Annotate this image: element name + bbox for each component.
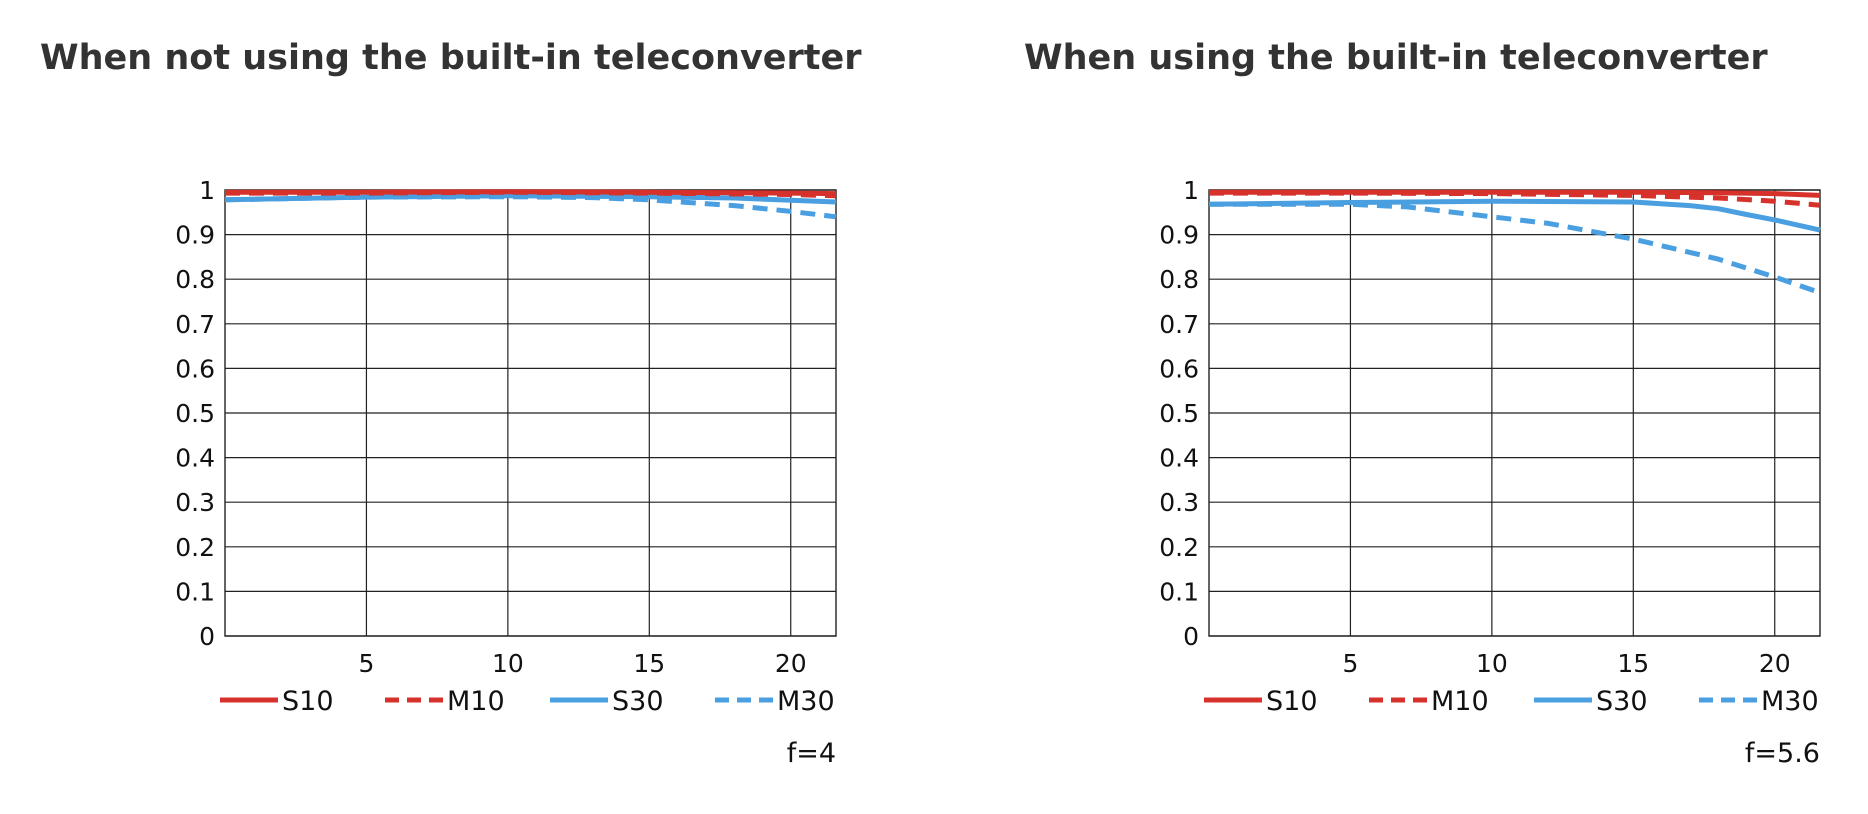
y-tick-label: 0.4	[1159, 444, 1199, 473]
legend-label-m30: M30	[777, 686, 835, 717]
legend-label-m10: M10	[447, 686, 505, 717]
series-line-s30	[224, 193, 837, 205]
y-tick-label: 0.3	[1159, 488, 1199, 517]
y-tick-label: 0.8	[175, 265, 215, 294]
y-tick-label: 0	[1183, 622, 1199, 651]
x-tick-label: 10	[1476, 649, 1508, 678]
x-tick-label: 5	[1342, 649, 1358, 678]
y-tick-label: 0.6	[175, 354, 215, 383]
aperture-note: f=5.6	[1745, 738, 1820, 769]
y-tick-label: 0.1	[1159, 577, 1199, 606]
aperture-note: f=4	[787, 738, 836, 769]
legend-label-s30: S30	[612, 686, 664, 717]
y-tick-label: 0.5	[175, 399, 215, 428]
series-line-s30	[1208, 198, 1821, 233]
x-tick-label: 5	[358, 649, 374, 678]
x-tick-label: 15	[1617, 649, 1649, 678]
y-tick-label: 0.9	[175, 221, 215, 250]
x-tick-label: 20	[775, 649, 807, 678]
chart-title-right: When using the built-in teleconverter	[1024, 38, 1768, 78]
series-line-s10	[1209, 189, 1821, 198]
legend-label-m10: M10	[1431, 686, 1489, 717]
y-tick-label: 0.3	[175, 488, 215, 517]
x-tick-label: 15	[633, 649, 665, 678]
legend-label-s10: S10	[282, 686, 334, 717]
y-tick-label: 0.9	[1159, 221, 1199, 250]
y-tick-label: 0	[199, 622, 215, 651]
y-tick-label: 0.2	[1159, 533, 1199, 562]
y-tick-label: 0.2	[175, 533, 215, 562]
chart-title-left: When not using the built-in teleconverte…	[40, 38, 862, 78]
y-tick-label: 0.6	[1159, 354, 1199, 383]
y-tick-label: 0.7	[175, 310, 215, 339]
y-tick-label: 0.1	[175, 577, 215, 606]
legend-label-s10: S10	[1266, 686, 1318, 717]
y-tick-label: 0.8	[1159, 265, 1199, 294]
series-line-s10	[225, 189, 837, 197]
y-tick-label: 0.5	[1159, 399, 1199, 428]
y-tick-label: 1	[1183, 176, 1199, 205]
series-line-m10	[1209, 190, 1821, 208]
x-tick-label: 10	[492, 649, 524, 678]
y-tick-label: 0.7	[1159, 310, 1199, 339]
y-tick-label: 0.4	[175, 444, 215, 473]
series-line-m30	[1209, 201, 1821, 295]
legend-label-m30: M30	[1761, 686, 1819, 717]
legend-label-s30: S30	[1596, 686, 1648, 717]
x-tick-label: 20	[1759, 649, 1791, 678]
y-tick-label: 1	[199, 176, 215, 205]
